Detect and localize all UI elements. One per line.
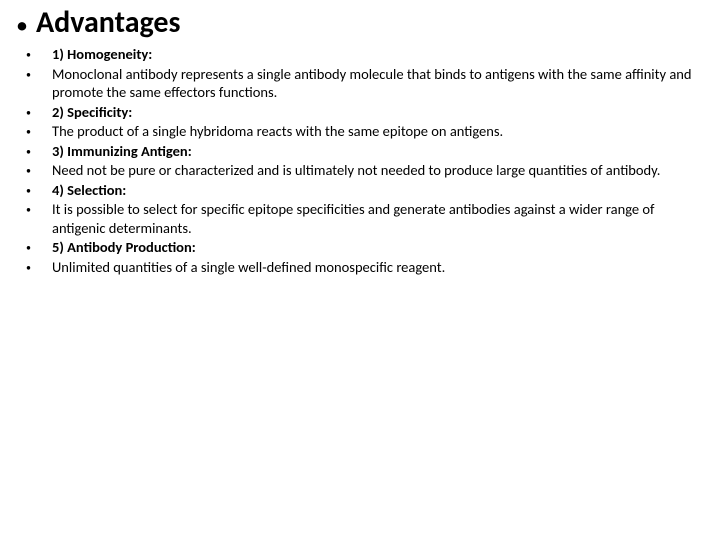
list-item-text: It is possible to select for specific ep…: [52, 200, 710, 237]
bullet-list: • 1) Homogeneity: • Monoclonal antibody …: [16, 45, 710, 277]
bullet-icon: •: [26, 65, 52, 82]
bullet-icon: •: [26, 103, 52, 120]
list-item-text: Need not be pure or characterized and is…: [52, 161, 710, 180]
bullet-icon: •: [26, 142, 52, 159]
page-title: Advantages: [36, 6, 181, 39]
bullet-icon: •: [26, 258, 52, 275]
list-item-text: Unlimited quantities of a single well-de…: [52, 258, 710, 277]
list-item-text: Monoclonal antibody represents a single …: [52, 65, 710, 102]
list-item: • It is possible to select for specific …: [26, 200, 710, 237]
bullet-icon: •: [26, 161, 52, 178]
list-item: • 1) Homogeneity:: [26, 45, 710, 64]
list-item-text: 3) Immunizing Antigen:: [52, 142, 710, 161]
list-item: • Monoclonal antibody represents a singl…: [26, 65, 710, 102]
list-item-text: 4) Selection:: [52, 181, 710, 200]
list-item: • 4) Selection:: [26, 181, 710, 200]
title-bullet: •: [16, 6, 36, 38]
bullet-icon: •: [26, 238, 52, 255]
list-item-text: 5) Antibody Production:: [52, 238, 710, 257]
list-item: • 5) Antibody Production:: [26, 238, 710, 257]
title-row: • Advantages: [16, 6, 710, 39]
list-item: • 2) Specificity:: [26, 103, 710, 122]
bullet-icon: •: [26, 200, 52, 217]
slide-container: • Advantages • 1) Homogeneity: • Monoclo…: [0, 0, 720, 540]
list-item: • The product of a single hybridoma reac…: [26, 122, 710, 141]
bullet-icon: •: [26, 122, 52, 139]
list-item: • 3) Immunizing Antigen:: [26, 142, 710, 161]
bullet-icon: •: [26, 181, 52, 198]
list-item-text: 2) Specificity:: [52, 103, 710, 122]
list-item-text: 1) Homogeneity:: [52, 45, 710, 64]
bullet-icon: •: [26, 45, 52, 62]
list-item: • Unlimited quantities of a single well-…: [26, 258, 710, 277]
list-item: • Need not be pure or characterized and …: [26, 161, 710, 180]
list-item-text: The product of a single hybridoma reacts…: [52, 122, 710, 141]
